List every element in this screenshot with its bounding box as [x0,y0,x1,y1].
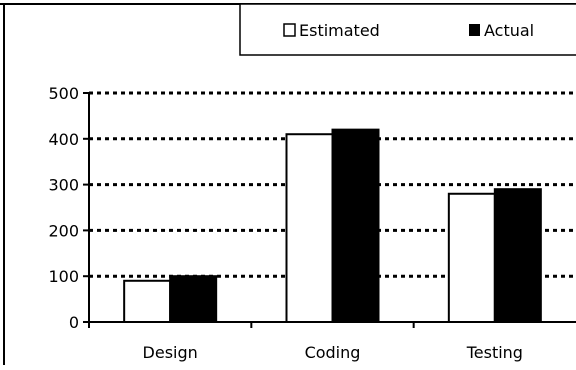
y-tick-labels: 0 100 200 300 400 500 [48,84,79,332]
legend-swatch-actual [469,24,480,36]
bar-actual-testing [493,188,542,323]
legend: Estimated Actual [239,3,576,56]
legend-swatch-estimated [283,23,296,37]
y-tick-label: 500 [48,84,79,103]
legend-label-estimated: Estimated [299,21,380,40]
x-category-labels: Design Coding Testing [143,343,523,362]
legend-box [239,3,576,56]
x-category-label: Coding [305,343,361,362]
bar-estimated-design [123,279,172,323]
bar-actual-coding [331,128,380,323]
y-tick-label: 200 [48,221,79,240]
axes [83,92,576,328]
legend-label-actual: Actual [484,21,534,40]
x-category-label: Design [143,343,198,362]
y-tick-label: 100 [48,267,79,286]
bar-estimated-testing [447,192,496,323]
bars [123,128,542,324]
bar-estimated-coding [285,133,334,323]
bar-actual-design [169,275,218,324]
y-tick-label: 400 [48,130,79,149]
y-tick-label: 0 [69,313,79,332]
x-category-label: Testing [466,343,523,362]
y-tick-label: 300 [48,176,79,195]
